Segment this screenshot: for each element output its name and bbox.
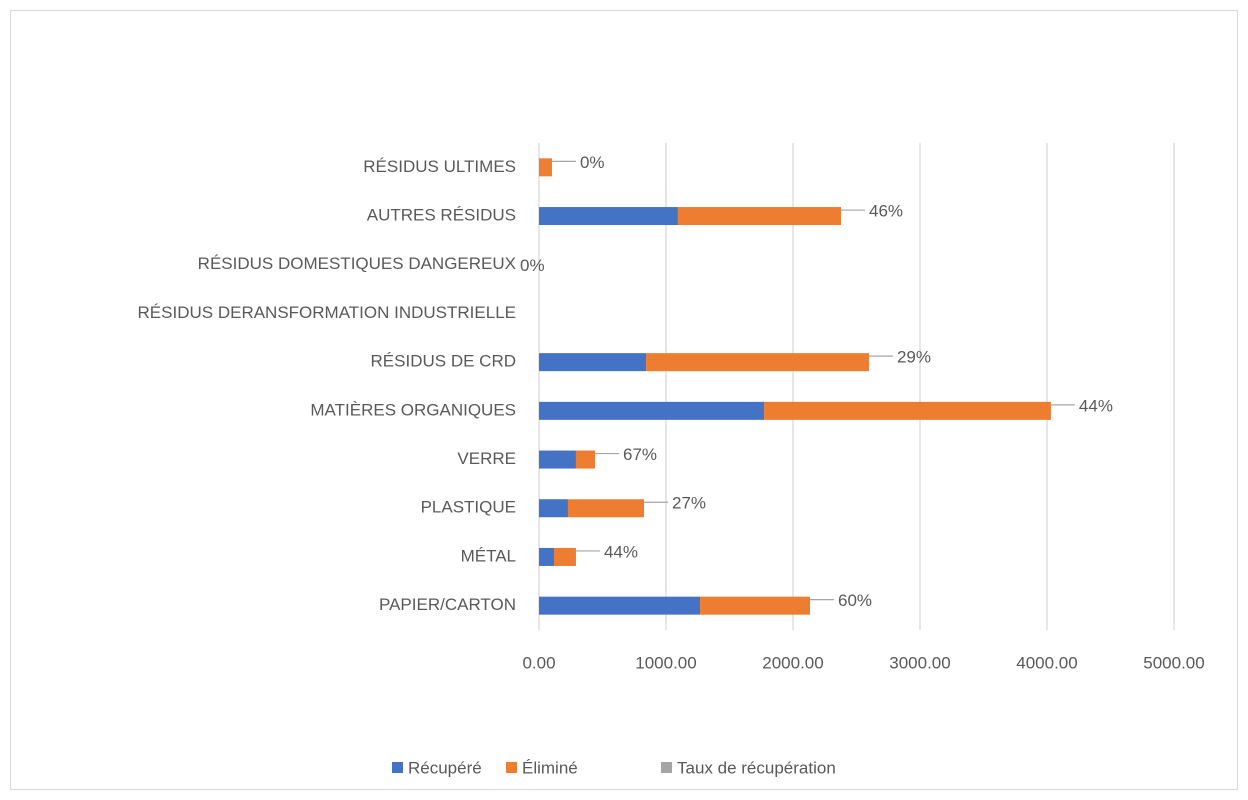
y-tick-label: AUTRES RÉSIDUS: [367, 206, 516, 225]
bar-segment: [539, 207, 678, 226]
data-label: 0%: [520, 256, 545, 275]
bar-segment: [539, 547, 554, 566]
bar-segment: [539, 450, 576, 469]
y-tick-label: PLASTIQUE: [421, 498, 516, 517]
data-label: 0%: [580, 153, 605, 172]
bar-segment: [539, 401, 765, 420]
bar-segment: [764, 401, 1051, 420]
bar-segment: [539, 158, 552, 177]
bar-segment: [539, 353, 647, 372]
y-tick-label: RÉSIDUS ULTIMES: [363, 157, 516, 176]
data-label: 44%: [1079, 396, 1113, 415]
y-tick-label: VERRE: [457, 449, 516, 468]
bar-segment: [539, 499, 568, 518]
legend-label: Récupéré: [408, 758, 482, 777]
x-tick-label: 1000.00: [635, 653, 696, 672]
bar-segment: [567, 499, 645, 518]
data-label: 60%: [838, 591, 872, 610]
x-tick-label: 3000.00: [889, 653, 950, 672]
legend-swatch: [506, 762, 517, 773]
legend-swatch: [392, 762, 403, 773]
chart-frame: [10, 10, 1238, 790]
y-tick-label: RÉSIDUS DE CRD: [371, 352, 516, 371]
legend-label: Taux de récupération: [677, 758, 836, 777]
bar-segment: [646, 353, 869, 372]
y-tick-label: MÉTAL: [461, 546, 516, 565]
bar-segment: [539, 596, 701, 615]
data-label: 46%: [869, 202, 903, 221]
bar-segment: [677, 207, 842, 226]
data-label: 44%: [604, 542, 638, 561]
x-tick-label: 5000.00: [1143, 653, 1204, 672]
y-tick-label: MATIÈRES ORGANIQUES: [310, 400, 516, 419]
y-tick-label: PAPIER/CARTON: [379, 595, 516, 614]
bar-segment: [575, 450, 596, 469]
legend-swatch: [661, 762, 672, 773]
legend-label: Éliminé: [522, 758, 578, 777]
bar-segment: [553, 547, 576, 566]
data-label: 67%: [623, 445, 657, 464]
x-tick-label: 0.00: [522, 653, 555, 672]
x-tick-label: 2000.00: [762, 653, 823, 672]
data-label: 29%: [897, 348, 931, 367]
bar-segment: [700, 596, 811, 615]
y-tick-label: RÉSIDUS DOMESTIQUES DANGEREUX: [198, 254, 516, 273]
x-tick-label: 4000.00: [1016, 653, 1077, 672]
y-tick-label: RÉSIDUS DERANSFORMATION INDUSTRIELLE: [138, 303, 516, 322]
data-label: 27%: [672, 494, 706, 513]
